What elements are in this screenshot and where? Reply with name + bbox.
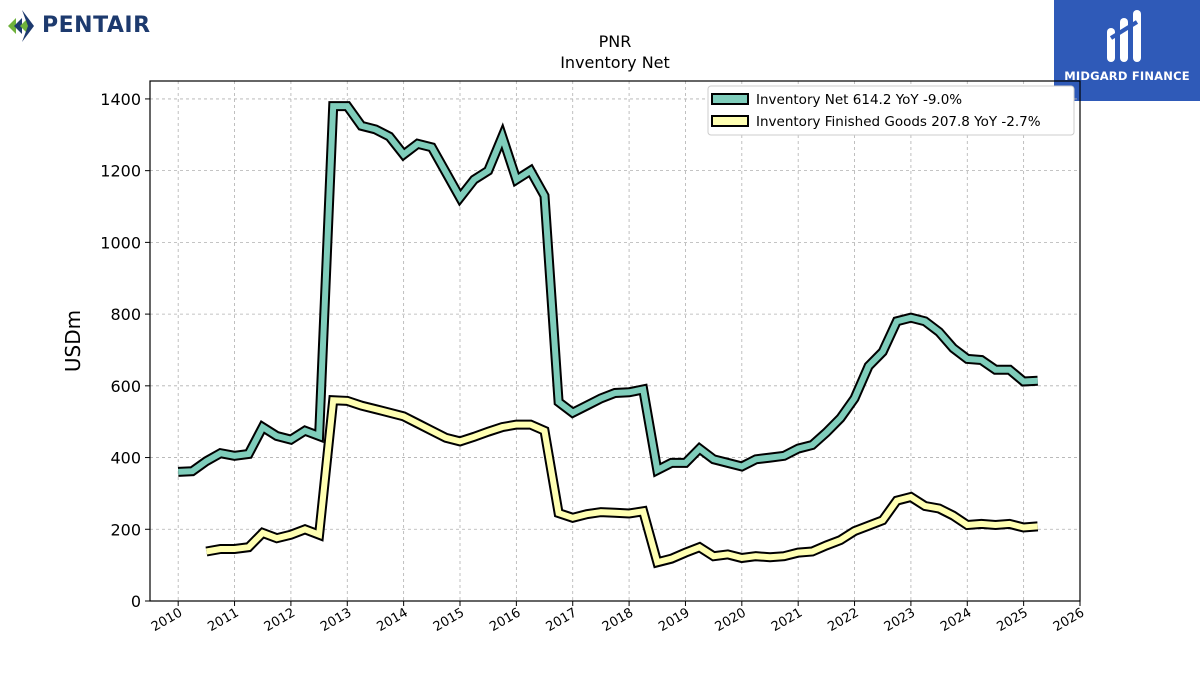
- legend-label-inventory-net: Inventory Net 614.2 YoY -9.0%: [756, 92, 962, 108]
- x-tick-label: 2012: [262, 605, 298, 635]
- midgard-logo-text: MIDGARD FINANCE: [1064, 69, 1190, 83]
- x-tick-label: 2017: [544, 605, 580, 635]
- legend-swatch-inventory-net: [711, 93, 749, 105]
- plot-frame: [149, 80, 1081, 602]
- x-tick-label: 2022: [825, 605, 861, 635]
- x-tick-label: 2010: [149, 605, 185, 635]
- y-tick-label: 0: [131, 592, 141, 611]
- y-tick-label: 1000: [100, 233, 141, 252]
- x-tick-label: 2019: [656, 605, 692, 635]
- midgard-m-icon: [1107, 10, 1141, 62]
- y-tick-label: 1200: [100, 162, 141, 181]
- grid-layer: [150, 81, 1081, 602]
- y-axis-label: USDm: [61, 310, 85, 372]
- y-tick-label: 400: [110, 449, 141, 468]
- x-tick-label: 2025: [994, 605, 1030, 635]
- ticks-layer: 2010 2011 2012 2013 2014 2015 2016 2017 2018 2019…: [100, 90, 1087, 635]
- chart-title: PNR: [599, 32, 632, 51]
- pentair-logo-text: PENTAIR: [42, 13, 151, 38]
- pentair-diamond-icon: [8, 10, 34, 42]
- x-tick-label: 2021: [769, 605, 805, 635]
- x-tick-label: 2024: [938, 605, 974, 635]
- series-inventory-net-line: [178, 103, 1038, 475]
- x-tick-label: 2020: [713, 605, 749, 635]
- x-tick-label: 2011: [205, 605, 241, 635]
- x-tick-label: 2018: [600, 605, 636, 635]
- legend-box: [707, 85, 1075, 136]
- x-tick-label: 2026: [1051, 605, 1087, 635]
- x-tick-label: 2015: [431, 605, 467, 635]
- x-tick-label: 2013: [318, 605, 354, 635]
- pentair-logo: PENTAIR: [4, 4, 174, 48]
- y-tick-label: 600: [110, 377, 141, 396]
- y-tick-label: 200: [110, 520, 141, 539]
- x-tick-label: 2023: [882, 605, 918, 635]
- series-inventory-net-outline: [177, 101, 1038, 478]
- x-tick-label: 2014: [374, 605, 410, 635]
- x-tick-label: 2016: [487, 605, 523, 635]
- y-tick-label: 1400: [100, 90, 141, 109]
- series-finished-goods-line: [205, 397, 1038, 566]
- legend-swatch-finished-goods: [711, 115, 749, 127]
- chart-subtitle: Inventory Net: [560, 53, 670, 72]
- legend: Inventory Net 614.2 YoY -9.0% Inventory …: [707, 85, 1075, 136]
- legend-label-finished-goods: Inventory Finished Goods 207.8 YoY -2.7%: [756, 114, 1041, 130]
- midgard-finance-logo: MIDGARD FINANCE: [1054, 0, 1200, 101]
- y-tick-label: 800: [110, 305, 141, 324]
- series-layer: [177, 101, 1039, 569]
